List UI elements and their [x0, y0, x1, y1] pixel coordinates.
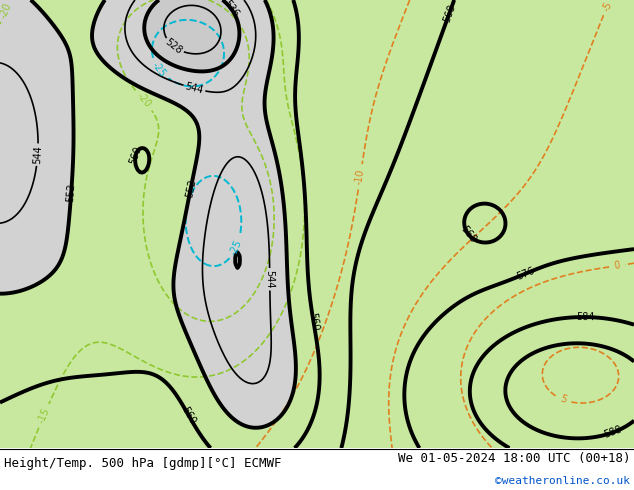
Text: 536: 536: [222, 0, 241, 19]
Text: 568: 568: [442, 2, 457, 23]
Text: 576: 576: [515, 266, 536, 282]
Text: 560: 560: [307, 312, 320, 331]
Text: -20: -20: [135, 91, 153, 110]
Text: 528: 528: [164, 37, 184, 56]
Text: 568: 568: [459, 224, 478, 245]
Text: -15: -15: [36, 407, 51, 425]
Text: -10: -10: [354, 168, 366, 185]
Text: 560: 560: [180, 405, 198, 426]
Text: -25: -25: [228, 238, 244, 256]
Text: 544: 544: [32, 145, 43, 164]
Text: 588: 588: [602, 424, 623, 441]
Text: 552: 552: [65, 183, 77, 202]
Text: 584: 584: [576, 312, 595, 322]
Text: ©weatheronline.co.uk: ©weatheronline.co.uk: [495, 476, 630, 486]
Text: -25: -25: [150, 60, 168, 79]
Text: -20: -20: [0, 1, 13, 19]
Text: -5: -5: [601, 0, 614, 12]
Text: 560: 560: [128, 145, 143, 165]
Text: 552: 552: [184, 178, 198, 198]
Text: 544: 544: [184, 81, 205, 96]
Text: We 01-05-2024 18:00 UTC (00+18): We 01-05-2024 18:00 UTC (00+18): [398, 452, 630, 465]
Text: 0: 0: [613, 260, 621, 271]
Text: 5: 5: [559, 394, 568, 406]
Text: Height/Temp. 500 hPa [gdmp][°C] ECMWF: Height/Temp. 500 hPa [gdmp][°C] ECMWF: [4, 458, 281, 470]
Text: 544: 544: [264, 270, 275, 289]
